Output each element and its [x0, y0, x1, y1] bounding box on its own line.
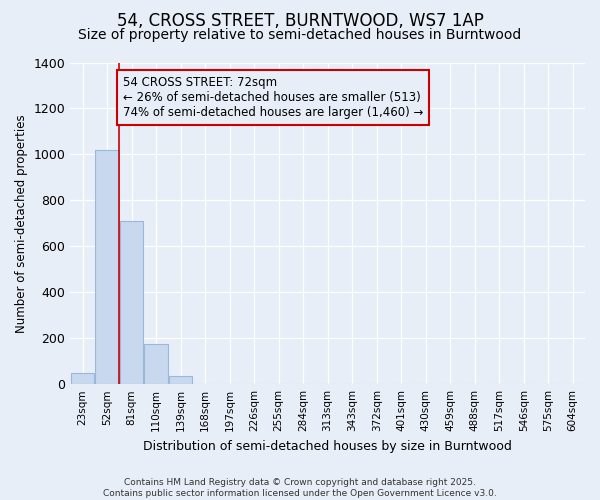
Bar [169, 376, 192, 384]
Y-axis label: Number of semi-detached properties: Number of semi-detached properties [15, 114, 28, 332]
Bar [95, 150, 119, 384]
Text: 54 CROSS STREET: 72sqm
← 26% of semi-detached houses are smaller (513)
74% of se: 54 CROSS STREET: 72sqm ← 26% of semi-det… [123, 76, 424, 120]
Text: 54, CROSS STREET, BURNTWOOD, WS7 1AP: 54, CROSS STREET, BURNTWOOD, WS7 1AP [116, 12, 484, 30]
Bar [145, 344, 168, 384]
Text: Size of property relative to semi-detached houses in Burntwood: Size of property relative to semi-detach… [79, 28, 521, 42]
Text: Contains HM Land Registry data © Crown copyright and database right 2025.
Contai: Contains HM Land Registry data © Crown c… [103, 478, 497, 498]
Bar [120, 221, 143, 384]
X-axis label: Distribution of semi-detached houses by size in Burntwood: Distribution of semi-detached houses by … [143, 440, 512, 452]
Bar [71, 372, 94, 384]
